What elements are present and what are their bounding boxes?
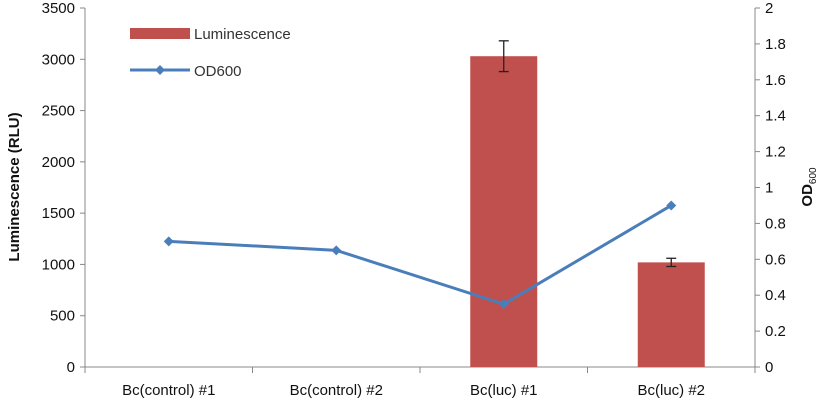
right-tick-label: 0.2: [765, 323, 786, 340]
right-tick-label: 1: [765, 180, 773, 197]
legend-label-luminescence: Luminescence: [194, 26, 291, 43]
od600-line-series: [163, 200, 677, 310]
legend-line-marker: [155, 65, 165, 75]
od600-point: [163, 236, 174, 247]
left-tick-label: 2500: [42, 103, 75, 120]
category-label: Bc(luc) #2: [637, 382, 705, 399]
legend-bar-swatch: [130, 28, 190, 39]
right-tick-label: 1.6: [765, 72, 786, 89]
left-tick-label: 3000: [42, 51, 75, 68]
y2-axis-title: OD600: [799, 167, 819, 207]
od600-point: [331, 245, 342, 256]
luminescence-bars: [470, 56, 705, 368]
right-tick-label: 1.2: [765, 144, 786, 161]
od600-point: [498, 299, 509, 310]
od600-line: [168, 204, 673, 306]
right-tick-label: 0.6: [765, 251, 786, 268]
right-axis-ticks: 0 0.2 0.4 0.6 0.8 1 1.2 1.4 1.6 1.8 2: [755, 0, 786, 376]
left-tick-label: 0: [67, 359, 75, 376]
legend-label-od600: OD600: [194, 63, 242, 80]
od600-point: [666, 200, 677, 211]
right-tick-label: 0: [765, 359, 773, 376]
left-tick-label: 1500: [42, 205, 75, 222]
right-tick-label: 2: [765, 0, 773, 17]
luminescence-bar: [637, 262, 705, 367]
left-tick-label: 2000: [42, 154, 75, 171]
category-labels: Bc(control) #1 Bc(control) #2 Bc(luc) #1 Bc…: [84, 367, 756, 399]
left-axis-ticks: 0 500 1000 1500 2000 2500 3000 3500: [42, 0, 85, 376]
y2-axis-title-sub: 600: [808, 167, 819, 184]
left-tick-label: 500: [50, 308, 75, 325]
legend: Luminescence OD600: [130, 26, 291, 80]
category-label: Bc(control) #1: [122, 382, 215, 399]
y-axis-title: Luminescence (RLU): [6, 112, 23, 261]
error-bars: [498, 40, 677, 268]
right-tick-label: 0.4: [765, 287, 786, 304]
right-tick-label: 1.8: [765, 36, 786, 53]
left-tick-label: 3500: [42, 0, 75, 17]
right-tick-label: 0.8: [765, 215, 786, 232]
category-label: Bc(control) #2: [290, 382, 383, 399]
luminescence-bar: [470, 56, 538, 368]
category-label: Bc(luc) #1: [470, 382, 538, 399]
right-tick-label: 1.4: [765, 108, 786, 125]
y2-axis-title-main: OD: [799, 184, 816, 207]
left-tick-label: 1000: [42, 256, 75, 273]
